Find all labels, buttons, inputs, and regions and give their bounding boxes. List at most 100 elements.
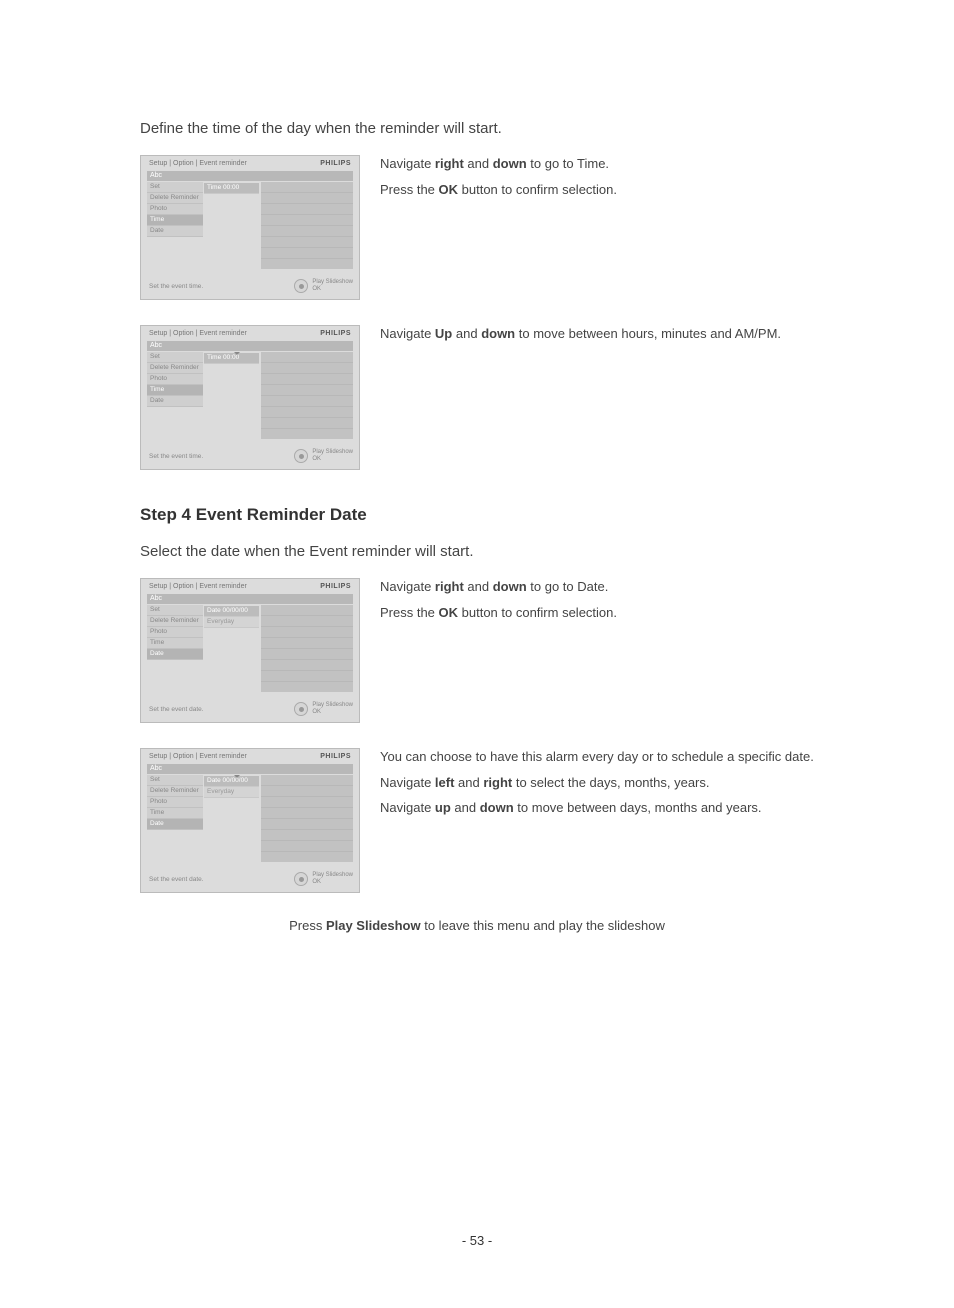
sub-menu: Time 00:00 bbox=[204, 183, 259, 194]
menu-item: Set bbox=[147, 605, 203, 616]
screenshot-3: Setup | Option | Event reminder PHILIPS Ab… bbox=[140, 578, 360, 723]
menu-item: Photo bbox=[147, 374, 203, 385]
instr-line: Navigate left and right to select the da… bbox=[380, 774, 814, 792]
menu-item: Time bbox=[147, 215, 203, 226]
dpad-icon bbox=[294, 449, 308, 463]
screenshot-4: Setup | Option | Event reminder PHILIPS Ab… bbox=[140, 748, 360, 893]
footer-hint: Set the event date. bbox=[149, 706, 204, 713]
cursor-indicator-icon bbox=[234, 775, 240, 778]
device-screenshot: Setup | Option | Event reminder PHILIPS Ab… bbox=[140, 748, 360, 893]
screenshot-header: Setup | Option | Event reminder PHILIPS bbox=[149, 583, 351, 590]
screenshot-footer: Set the event time. Play SlideshowOK bbox=[149, 449, 353, 463]
left-menu: SetDelete ReminderPhotoTimeDate bbox=[147, 352, 203, 407]
menu-item: Date bbox=[147, 226, 203, 237]
menu-item: Delete Reminder bbox=[147, 786, 203, 797]
footer-action-play: Play Slideshow bbox=[312, 702, 353, 709]
breadcrumb: Setup | Option | Event reminder bbox=[149, 160, 247, 167]
sub-menu-item: Time 00:00 bbox=[204, 183, 259, 194]
instr-line: Navigate up and down to move between day… bbox=[380, 799, 814, 817]
footer-action-ok: OK bbox=[312, 709, 353, 716]
screenshot-header: Setup | Option | Event reminder PHILIPS bbox=[149, 160, 351, 167]
sub-menu-item: Time 00:00 bbox=[204, 353, 259, 364]
instructions-4: You can choose to have this alarm every … bbox=[380, 748, 814, 893]
device-screenshot: Setup | Option | Event reminder PHILIPS Ab… bbox=[140, 155, 360, 300]
step-row-3: Setup | Option | Event reminder PHILIPS Ab… bbox=[140, 578, 814, 723]
cursor-indicator-icon bbox=[234, 352, 240, 355]
menu-item: Set bbox=[147, 775, 203, 786]
step-row-2: Setup | Option | Event reminder PHILIPS Ab… bbox=[140, 325, 814, 470]
preview-area bbox=[261, 775, 353, 862]
brand-logo: PHILIPS bbox=[320, 753, 351, 760]
sub-menu-item: Everyday bbox=[204, 617, 259, 628]
brand-logo: PHILIPS bbox=[320, 583, 351, 590]
preview-area bbox=[261, 352, 353, 439]
menu-item: Delete Reminder bbox=[147, 363, 203, 374]
brand-logo: PHILIPS bbox=[320, 330, 351, 337]
menu-item: Photo bbox=[147, 627, 203, 638]
section-heading-step4: Step 4 Event Reminder Date bbox=[140, 505, 814, 525]
breadcrumb: Setup | Option | Event reminder bbox=[149, 753, 247, 760]
title-bar: Abc bbox=[147, 764, 353, 774]
sub-menu-item: Date 00/00/00 bbox=[204, 606, 259, 617]
page-number: - 53 - bbox=[140, 1233, 814, 1248]
sub-menu-item: Everyday bbox=[204, 787, 259, 798]
title-bar: Abc bbox=[147, 341, 353, 351]
dpad-icon bbox=[294, 872, 308, 886]
footer-action-ok: OK bbox=[312, 286, 353, 293]
intro-time: Define the time of the day when the remi… bbox=[140, 120, 814, 137]
footer-action-play: Play Slideshow bbox=[312, 279, 353, 286]
menu-item: Photo bbox=[147, 797, 203, 808]
footer-action-play: Play Slideshow bbox=[312, 449, 353, 456]
menu-item: Delete Reminder bbox=[147, 193, 203, 204]
dpad-icon bbox=[294, 279, 308, 293]
intro-date: Select the date when the Event reminder … bbox=[140, 543, 814, 560]
title-bar: Abc bbox=[147, 171, 353, 181]
sub-menu: Time 00:00 bbox=[204, 353, 259, 364]
menu-item: Photo bbox=[147, 204, 203, 215]
screenshot-header: Setup | Option | Event reminder PHILIPS bbox=[149, 330, 351, 337]
breadcrumb: Setup | Option | Event reminder bbox=[149, 330, 247, 337]
screenshot-footer: Set the event date. Play SlideshowOK bbox=[149, 702, 353, 716]
instr-line: Navigate right and down to go to Time. bbox=[380, 155, 814, 173]
screenshot-footer: Set the event date. Play SlideshowOK bbox=[149, 872, 353, 886]
left-menu: SetDelete ReminderPhotoTimeDate bbox=[147, 775, 203, 830]
page: Define the time of the day when the remi… bbox=[0, 0, 954, 1308]
breadcrumb: Setup | Option | Event reminder bbox=[149, 583, 247, 590]
footer-action-ok: OK bbox=[312, 456, 353, 463]
footer-action-ok: OK bbox=[312, 879, 353, 886]
instructions-3: Navigate right and down to go to Date. P… bbox=[380, 578, 814, 723]
step-row-4: Setup | Option | Event reminder PHILIPS Ab… bbox=[140, 748, 814, 893]
instr-line: Navigate right and down to go to Date. bbox=[380, 578, 814, 596]
menu-item: Time bbox=[147, 385, 203, 396]
instr-line: Navigate Up and down to move between hou… bbox=[380, 325, 814, 343]
brand-logo: PHILIPS bbox=[320, 160, 351, 167]
preview-area bbox=[261, 605, 353, 692]
instr-line: Press the OK button to confirm selection… bbox=[380, 181, 814, 199]
device-screenshot: Setup | Option | Event reminder PHILIPS Ab… bbox=[140, 325, 360, 470]
left-menu: SetDelete ReminderPhotoTimeDate bbox=[147, 605, 203, 660]
instructions-1: Navigate right and down to go to Time. P… bbox=[380, 155, 814, 300]
menu-item: Set bbox=[147, 182, 203, 193]
menu-item: Delete Reminder bbox=[147, 616, 203, 627]
title-bar: Abc bbox=[147, 594, 353, 604]
menu-item: Time bbox=[147, 808, 203, 819]
footer-hint: Set the event time. bbox=[149, 453, 203, 460]
instr-line: Press the OK button to confirm selection… bbox=[380, 604, 814, 622]
screenshot-header: Setup | Option | Event reminder PHILIPS bbox=[149, 753, 351, 760]
footer-action-play: Play Slideshow bbox=[312, 872, 353, 879]
left-menu: SetDelete ReminderPhotoTimeDate bbox=[147, 182, 203, 237]
step-row-1: Setup | Option | Event reminder PHILIPS Ab… bbox=[140, 155, 814, 300]
screenshot-2: Setup | Option | Event reminder PHILIPS Ab… bbox=[140, 325, 360, 470]
footer-hint: Set the event date. bbox=[149, 876, 204, 883]
instructions-2: Navigate Up and down to move between hou… bbox=[380, 325, 814, 470]
dpad-icon bbox=[294, 702, 308, 716]
screenshot-footer: Set the event time. Play SlideshowOK bbox=[149, 279, 353, 293]
sub-menu: Date 00/00/00Everyday bbox=[204, 776, 259, 798]
instr-line: You can choose to have this alarm every … bbox=[380, 748, 814, 766]
menu-item: Date bbox=[147, 396, 203, 407]
footer-hint: Set the event time. bbox=[149, 283, 203, 290]
preview-area bbox=[261, 182, 353, 269]
menu-item: Set bbox=[147, 352, 203, 363]
menu-item: Time bbox=[147, 638, 203, 649]
device-screenshot: Setup | Option | Event reminder PHILIPS Ab… bbox=[140, 578, 360, 723]
